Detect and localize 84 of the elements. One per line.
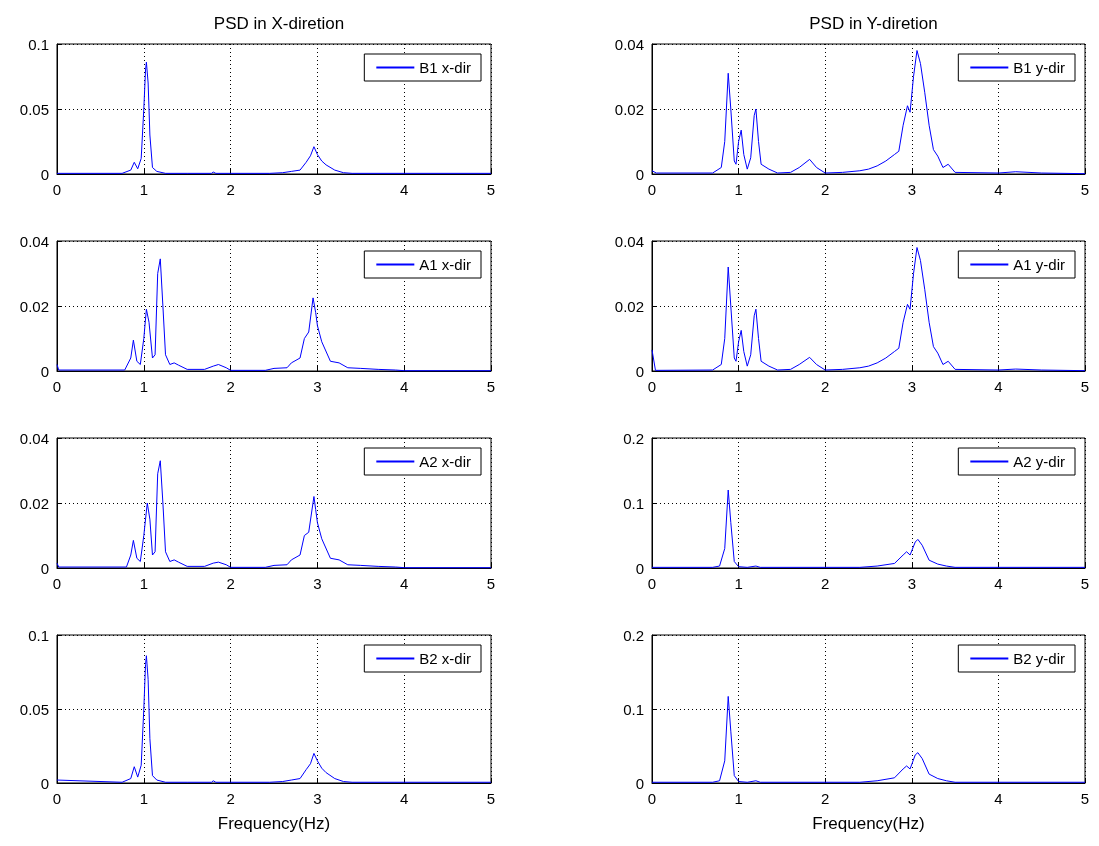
- y-tick-label: 0.04: [614, 232, 644, 250]
- x-tick-label: 4: [400, 575, 409, 592]
- x-tick-label: 0: [52, 378, 62, 395]
- x-tick-label: 5: [1080, 378, 1090, 395]
- x-tick-label: 0: [52, 790, 62, 807]
- x-tick-label: 3: [313, 378, 322, 395]
- y-tick-label: 0.04: [19, 429, 49, 447]
- legend-label: A2 y-dir: [1013, 453, 1066, 470]
- x-tick-label: 5: [486, 181, 496, 198]
- x-tick-label: 5: [486, 575, 496, 592]
- x-tick-label: 4: [400, 181, 409, 198]
- y-tick-label: 0: [635, 559, 644, 577]
- x-tick-label: 1: [734, 790, 743, 807]
- y-tick-label: 0: [635, 362, 644, 380]
- x-tick-label: 3: [313, 790, 322, 807]
- x-tick-label: 1: [734, 575, 743, 592]
- legend-label: B1 x-dir: [419, 59, 472, 76]
- legend-label: A1 y-dir: [1013, 256, 1066, 273]
- x-tick-label: 2: [821, 181, 830, 198]
- x-tick-label: 0: [647, 378, 657, 395]
- x-tick-label: 4: [994, 181, 1003, 198]
- y-tick-label: 0: [40, 774, 49, 792]
- y-tick-label: 0.02: [614, 100, 644, 118]
- x-tick-label: 2: [821, 790, 830, 807]
- y-tick-label: 0.04: [614, 35, 644, 53]
- x-tick-label: 3: [907, 181, 916, 198]
- x-tick-label: 1: [734, 378, 743, 395]
- x-tick-label: 3: [907, 790, 916, 807]
- x-tick-label: 5: [1080, 790, 1090, 807]
- x-tick-label: 1: [139, 790, 148, 807]
- y-tick-label: 0.2: [623, 429, 644, 447]
- x-tick-label: 1: [734, 181, 743, 198]
- x-tick-label: 1: [139, 575, 148, 592]
- x-tick-label: 2: [226, 378, 235, 395]
- x-tick-label: 2: [821, 378, 830, 395]
- x-tick-label: 5: [1080, 181, 1090, 198]
- x-tick-label: 0: [52, 181, 62, 198]
- x-axis-title: Frequency(Hz): [812, 814, 925, 833]
- x-tick-label: 3: [313, 575, 322, 592]
- legend-label: A2 x-dir: [419, 453, 472, 470]
- x-tick-label: 4: [400, 378, 409, 395]
- x-tick-label: 3: [907, 378, 916, 395]
- x-tick-label: 0: [647, 575, 657, 592]
- legend-label: B2 y-dir: [1013, 650, 1066, 667]
- y-tick-label: 0: [40, 165, 49, 183]
- y-tick-label: 0.05: [19, 700, 49, 718]
- legend-label: A1 x-dir: [419, 256, 472, 273]
- y-tick-label: 0.1: [28, 626, 49, 644]
- y-tick-label: 0.02: [19, 494, 49, 512]
- y-tick-label: 0: [40, 362, 49, 380]
- y-tick-label: 0.02: [19, 297, 49, 315]
- legend-label: B1 y-dir: [1013, 59, 1066, 76]
- y-tick-label: 0.1: [623, 700, 644, 718]
- x-tick-label: 2: [226, 181, 235, 198]
- y-tick-label: 0: [40, 559, 49, 577]
- x-tick-label: 2: [226, 575, 235, 592]
- y-tick-label: 0: [635, 165, 644, 183]
- x-tick-label: 0: [647, 181, 657, 198]
- x-tick-label: 0: [647, 790, 657, 807]
- x-tick-label: 5: [1080, 575, 1090, 592]
- chart-title: PSD in X-diretion: [213, 14, 345, 33]
- y-tick-label: 0.04: [19, 232, 49, 250]
- x-tick-label: 1: [139, 181, 148, 198]
- x-axis-title: Frequency(Hz): [217, 814, 331, 833]
- legend-label: B2 x-dir: [419, 650, 472, 667]
- x-tick-label: 5: [486, 378, 496, 395]
- x-tick-label: 2: [226, 790, 235, 807]
- x-tick-label: 4: [400, 790, 409, 807]
- y-tick-label: 0.02: [614, 297, 644, 315]
- y-tick-label: 0: [635, 774, 644, 792]
- chart-title: PSD in Y-diretion: [809, 14, 938, 33]
- x-tick-label: 4: [994, 575, 1003, 592]
- x-tick-label: 1: [139, 378, 148, 395]
- y-tick-label: 0.05: [19, 100, 49, 118]
- x-tick-label: 0: [52, 575, 62, 592]
- x-tick-label: 5: [486, 790, 496, 807]
- y-tick-label: 0.1: [28, 35, 49, 53]
- y-tick-label: 0.2: [623, 626, 644, 644]
- x-tick-label: 3: [313, 181, 322, 198]
- x-tick-label: 4: [994, 790, 1003, 807]
- y-tick-label: 0.1: [623, 494, 644, 512]
- x-tick-label: 4: [994, 378, 1003, 395]
- x-tick-label: 3: [907, 575, 916, 592]
- x-tick-label: 2: [821, 575, 830, 592]
